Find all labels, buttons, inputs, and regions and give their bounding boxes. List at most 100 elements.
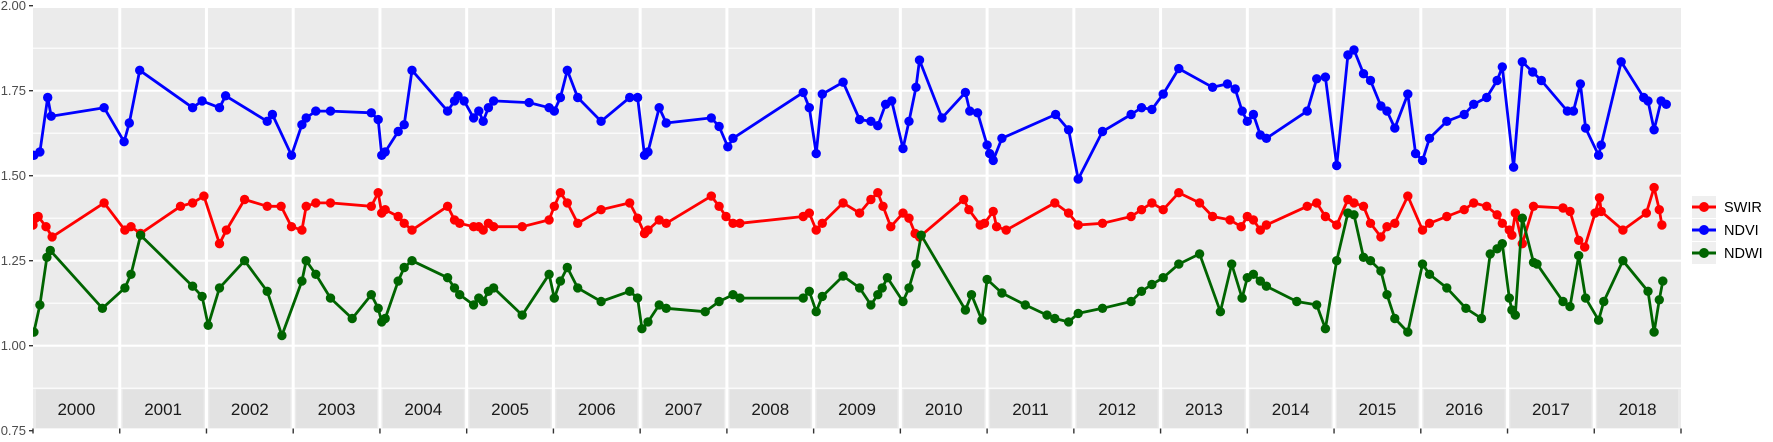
data-point-swir	[1147, 198, 1157, 208]
data-point-ndwi	[468, 300, 479, 310]
data-point-ndvi	[632, 92, 643, 103]
data-point-ndvi	[1390, 123, 1400, 133]
data-point-ndvi	[898, 143, 908, 154]
data-point-ndwi	[407, 256, 417, 266]
data-point-ndvi	[972, 108, 983, 118]
data-point-swir	[728, 218, 738, 228]
data-point-ndvi	[625, 92, 635, 103]
data-point-ndwi	[1147, 279, 1157, 290]
data-point-ndwi	[203, 320, 213, 330]
data-point-ndwi	[1073, 308, 1083, 319]
data-point-swir	[959, 194, 969, 205]
data-point-swir	[838, 198, 848, 208]
data-point-ndwi	[562, 262, 572, 273]
data-point-ndwi	[1497, 239, 1508, 249]
data-point-ndvi	[524, 97, 534, 108]
data-point-ndvi	[99, 103, 109, 113]
data-point-ndwi	[1574, 250, 1584, 261]
data-point-ndwi	[873, 290, 883, 300]
data-point-ndwi	[1020, 300, 1030, 310]
data-point-swir	[373, 188, 383, 198]
data-point-swir	[817, 218, 827, 228]
data-point-ndwi	[811, 307, 821, 317]
data-point-ndvi	[1492, 75, 1502, 86]
data-point-swir	[661, 218, 671, 228]
facet-strip-label: 2017	[1532, 400, 1570, 419]
data-point-ndwi	[1136, 286, 1147, 296]
data-point-ndwi	[1365, 256, 1376, 266]
data-point-ndwi	[1320, 324, 1331, 334]
data-point-ndwi	[1382, 290, 1392, 300]
data-point-swir	[632, 213, 643, 223]
data-point-ndvi	[1593, 150, 1604, 160]
facet-strip	[990, 389, 1071, 428]
data-point-ndvi	[714, 121, 724, 132]
facet-strip-label: 2014	[1272, 400, 1310, 419]
data-point-ndwi	[1126, 296, 1136, 307]
facet-strip-label: 2013	[1185, 400, 1223, 419]
data-point-ndwi	[1643, 286, 1653, 296]
data-point-ndwi	[1063, 317, 1074, 327]
data-point-swir	[99, 198, 109, 208]
data-point-swir	[886, 222, 896, 232]
y-axis-label: 1.25	[1, 253, 26, 268]
data-point-ndvi	[1126, 109, 1136, 120]
data-point-ndwi	[549, 293, 559, 303]
data-point-ndvi	[393, 126, 403, 137]
facet-strip	[469, 389, 551, 428]
data-point-ndwi	[911, 259, 921, 269]
data-point-ndvi	[1147, 104, 1157, 115]
data-point-ndwi	[1658, 276, 1668, 286]
data-point-ndwi	[1532, 259, 1542, 269]
legend-key-point	[1699, 225, 1709, 235]
data-point-ndwi	[1649, 327, 1659, 337]
data-point-ndvi	[555, 92, 566, 103]
data-point-swir	[706, 191, 716, 201]
data-point-ndvi	[1207, 82, 1218, 93]
data-point-ndvi	[811, 148, 821, 159]
data-point-swir	[221, 225, 232, 235]
data-point-ndvi	[1365, 75, 1376, 86]
data-point-ndwi	[366, 290, 376, 300]
data-point-ndvi	[1424, 133, 1435, 143]
data-point-swir	[1312, 198, 1322, 208]
data-point-ndvi	[297, 120, 307, 130]
data-point-ndwi	[347, 313, 357, 324]
facet-strip	[556, 389, 638, 428]
facet-strip	[1510, 389, 1592, 428]
data-point-swir	[239, 194, 250, 205]
data-point-ndvi	[982, 140, 992, 150]
data-point-swir	[1482, 201, 1492, 211]
data-point-ndwi	[262, 286, 272, 296]
facet-strip-label: 2002	[231, 400, 269, 419]
data-point-swir	[126, 222, 136, 232]
data-point-ndvi	[286, 150, 297, 160]
data-point-ndwi	[517, 310, 527, 320]
data-point-ndvi	[1417, 155, 1428, 166]
data-point-swir	[1358, 201, 1369, 211]
data-point-ndvi	[804, 103, 814, 113]
data-point-ndwi	[1580, 293, 1591, 303]
facet-strip	[729, 389, 811, 428]
data-point-ndwi	[625, 286, 635, 296]
data-point-ndvi	[1596, 140, 1606, 150]
facet-strip	[903, 389, 985, 428]
data-point-ndvi	[798, 87, 808, 98]
data-point-ndvi	[988, 155, 998, 166]
data-point-ndwi	[817, 291, 827, 302]
data-point-ndwi	[1227, 259, 1237, 269]
data-point-swir	[1574, 235, 1584, 245]
data-point-ndwi	[1332, 256, 1342, 266]
data-point-swir	[1174, 188, 1184, 198]
data-point-swir	[301, 201, 311, 211]
facet-strip	[643, 389, 724, 428]
data-point-ndwi	[120, 283, 130, 293]
facet-strip	[1423, 389, 1505, 428]
series-line-swir	[33, 186, 1664, 249]
data-point-ndvi	[1302, 106, 1312, 116]
data-point-ndwi	[1593, 315, 1604, 325]
data-point-ndvi	[1469, 99, 1479, 110]
data-point-ndvi	[1568, 106, 1579, 116]
data-point-swir	[407, 225, 417, 235]
